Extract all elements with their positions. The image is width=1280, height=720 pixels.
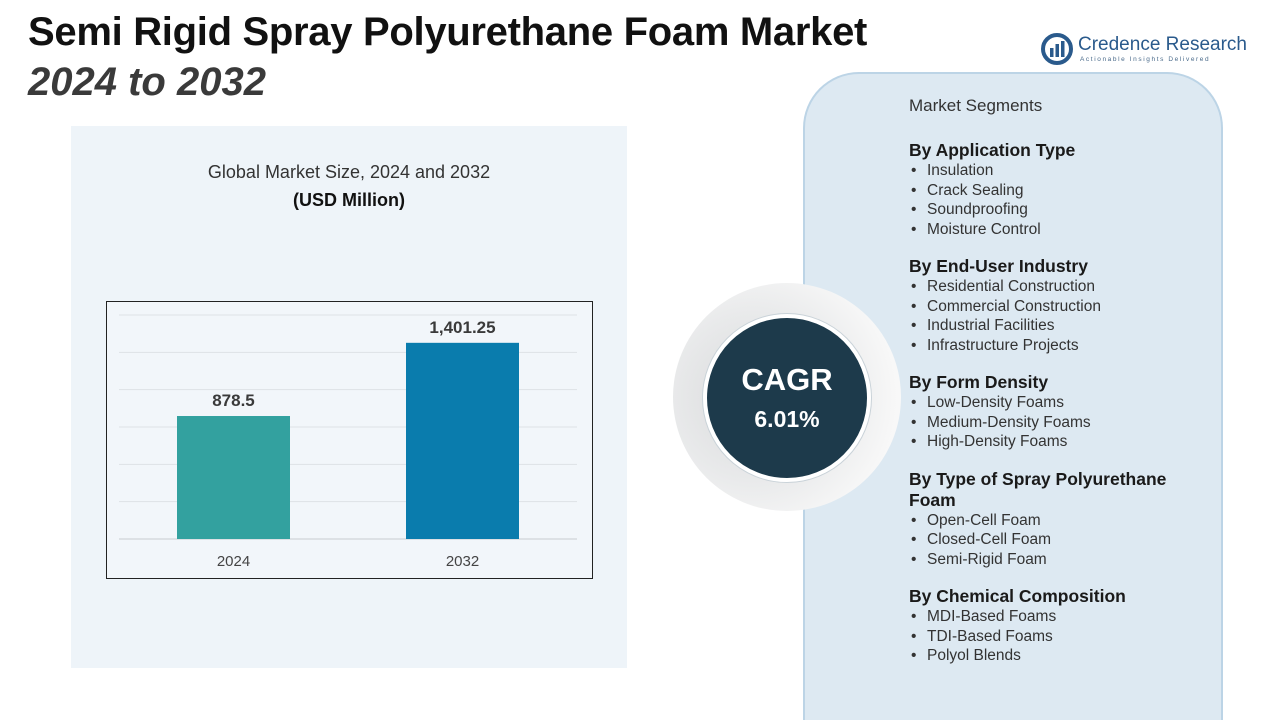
segment-item: Infrastructure Projects	[909, 336, 1209, 356]
logo-tagline: Actionable Insights Delivered	[1080, 56, 1211, 63]
segment-items: Low-Density FoamsMedium-Density FoamsHig…	[909, 393, 1209, 452]
segment-group: By Form DensityLow-Density FoamsMedium-D…	[909, 372, 1209, 452]
segment-items: MDI-Based FoamsTDI-Based FoamsPolyol Ble…	[909, 607, 1209, 666]
segment-group: By Application TypeInsulationCrack Seali…	[909, 140, 1209, 239]
cagr-label: CAGR	[741, 362, 833, 397]
segment-group: By End-User IndustryResidential Construc…	[909, 256, 1209, 355]
segments-heading: Market Segments	[909, 96, 1043, 115]
bar-value-label: 1,401.25	[429, 318, 495, 337]
chart-unit: (USD Million)	[293, 190, 405, 210]
segment-item: Crack Sealing	[909, 181, 1209, 201]
segment-item: Industrial Facilities	[909, 316, 1209, 336]
segment-group-title: By Chemical Composition	[909, 586, 1126, 606]
segment-group: By Chemical CompositionMDI-Based FoamsTD…	[909, 586, 1209, 666]
segment-items: InsulationCrack SealingSoundproofingMois…	[909, 161, 1209, 239]
segment-item: Low-Density Foams	[909, 393, 1209, 413]
plot-area: 878.5 2024 1,401.25 2032	[106, 301, 593, 579]
segment-group-title: By Application Type	[909, 140, 1076, 160]
segment-items: Open-Cell FoamClosed-Cell FoamSemi-Rigid…	[909, 511, 1209, 570]
segment-item: Insulation	[909, 161, 1209, 181]
segment-group-title: By Form Density	[909, 372, 1049, 392]
segment-item: High-Density Foams	[909, 432, 1209, 452]
segment-item: Residential Construction	[909, 277, 1209, 297]
segment-item: Soundproofing	[909, 200, 1209, 220]
x-tick-label: 2024	[217, 553, 250, 570]
segment-item: TDI-Based Foams	[909, 627, 1209, 647]
segment-item: Open-Cell Foam	[909, 511, 1209, 531]
company-logo: Credence Research Actionable Insights De…	[1040, 32, 1255, 68]
page-title: Semi Rigid Spray Polyurethane Foam Marke…	[28, 10, 868, 54]
segment-item: Closed-Cell Foam	[909, 530, 1209, 550]
page-subtitle-years: 2024 to 2032	[28, 60, 266, 104]
x-tick-label: 2032	[446, 553, 479, 570]
segment-group: By Type of Spray Polyurethane FoamOpen-C…	[909, 469, 1209, 570]
credence-logo-icon	[1041, 33, 1073, 65]
segment-items: Residential ConstructionCommercial Const…	[909, 277, 1209, 355]
segment-item: Medium-Density Foams	[909, 413, 1209, 433]
segment-item: Commercial Construction	[909, 297, 1209, 317]
segment-item: Moisture Control	[909, 220, 1209, 240]
chart-title: Global Market Size, 2024 and 2032	[207, 162, 491, 182]
segment-group-title: By End-User Industry	[909, 256, 1088, 276]
logo-name: Credence Research	[1078, 34, 1247, 55]
cagr-badge: CAGR 6.01%	[703, 314, 871, 482]
cagr-value: 6.01%	[754, 406, 820, 432]
segment-item: Semi-Rigid Foam	[909, 550, 1209, 570]
segment-group-title: By Type of Spray Polyurethane Foam	[909, 468, 1167, 510]
segment-item: Polyol Blends	[909, 646, 1209, 666]
segments-list: By Application TypeInsulationCrack Seali…	[909, 140, 1209, 683]
bar-chart: 878.5 2024 1,401.25 2032	[119, 314, 577, 570]
bar-2024	[177, 416, 290, 539]
chart-panel: Global Market Size, 2024 and 2032 (USD M…	[71, 126, 627, 668]
bar-value-label: 878.5	[212, 391, 255, 410]
bar-2032	[406, 342, 519, 539]
segment-item: MDI-Based Foams	[909, 607, 1209, 627]
